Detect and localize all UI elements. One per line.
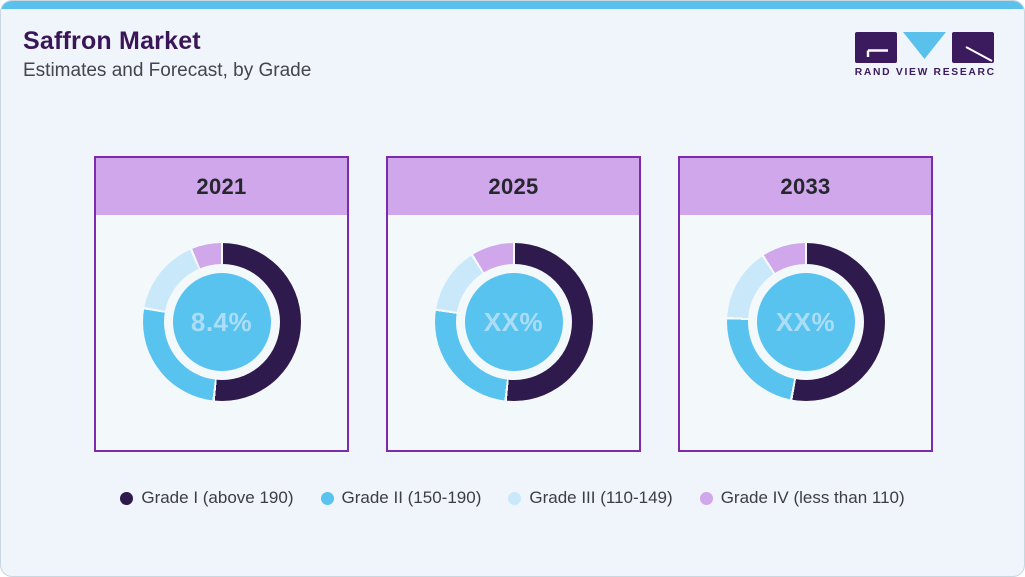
legend-item-grade-3: Grade III (110-149) [508, 488, 673, 508]
legend-label: Grade I (above 190) [141, 488, 294, 507]
legend-item-grade-2: Grade II (150-190) [320, 488, 482, 508]
year-card-header: 2021 [96, 158, 347, 218]
legend-item-grade-4: Grade IV (less than 110) [699, 488, 905, 508]
year-label: 2033 [780, 173, 831, 199]
grade-3-dot-icon [508, 491, 522, 505]
donut-center-label: 8.4% [190, 306, 253, 337]
donut-chart-2021: 8.4% [142, 243, 301, 401]
page-subtitle: Estimates and Forecast, by Grade [23, 60, 312, 81]
donut-chart-2025: XX% [434, 243, 593, 401]
logo-r-icon [952, 32, 994, 63]
page-title: Saffron Market [23, 27, 201, 55]
donut-center: XX% [464, 273, 563, 371]
grade-1-dot-icon [120, 491, 134, 505]
year-card-2025: 2025 XX% [386, 156, 641, 452]
logo-text: GRAND VIEW RESEARCH [854, 67, 996, 77]
donut-center: 8.4% [172, 273, 271, 371]
donut-center-label: XX% [775, 306, 836, 337]
grade-2-dot-icon [320, 491, 334, 505]
year-label: 2025 [488, 173, 539, 199]
legend-item-grade-1: Grade I (above 190) [120, 488, 294, 508]
donut-center: XX% [756, 273, 855, 371]
title-block: Saffron Market Estimates and Forecast, b… [23, 27, 311, 82]
top-accent-bar [1, 1, 1024, 9]
year-card-2021: 2021 8.4% [94, 156, 349, 452]
logo-v-icon [903, 32, 946, 59]
legend-label: Grade III (110-149) [529, 488, 673, 507]
year-card-header: 2033 [680, 158, 931, 218]
donut-chart-2033: XX% [726, 243, 885, 401]
year-label: 2021 [196, 173, 247, 199]
gvr-logo: GRAND VIEW RESEARCH [854, 31, 996, 77]
year-card-2033: 2033 XX% [678, 156, 933, 452]
logo-g-icon [855, 32, 897, 63]
donut-center-label: XX% [483, 306, 544, 337]
legend-label: Grade II (150-190) [341, 488, 482, 507]
year-card-header: 2025 [388, 158, 639, 218]
legend: Grade I (above 190) Grade II (150-190) G… [1, 488, 1024, 508]
legend-label: Grade IV (less than 110) [720, 488, 905, 507]
grade-4-dot-icon [699, 491, 713, 505]
